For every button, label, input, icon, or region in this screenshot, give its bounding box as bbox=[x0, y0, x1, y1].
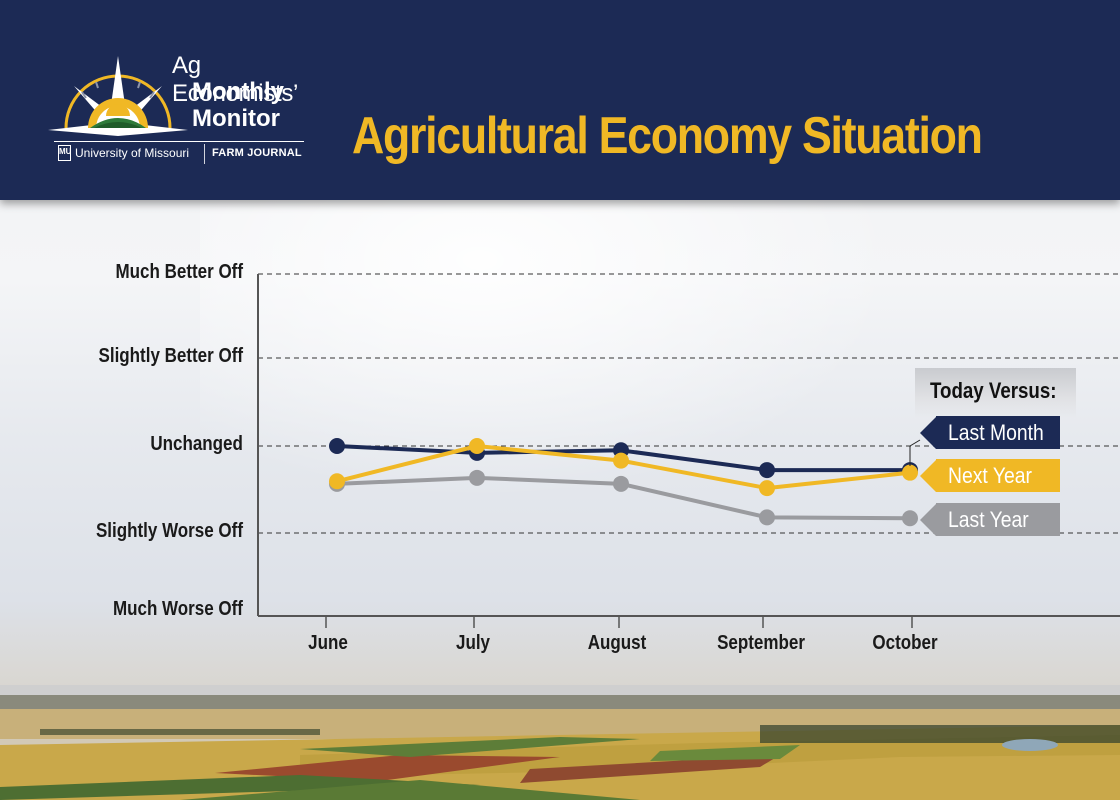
legend-item-last-month: Last Month bbox=[920, 416, 1060, 449]
legend-item-next-year: Next Year bbox=[920, 459, 1060, 492]
leader-line bbox=[909, 439, 921, 466]
series-layer bbox=[329, 438, 918, 527]
university-of-missouri-mark: MU University of Missouri bbox=[58, 145, 189, 161]
x-tick-label: October bbox=[872, 632, 938, 654]
axes bbox=[257, 274, 1120, 617]
x-tick-label: July bbox=[455, 632, 491, 654]
data-point bbox=[759, 480, 775, 497]
tag-arrow-icon bbox=[920, 459, 936, 492]
compass-sun-icon bbox=[48, 56, 188, 136]
partner-separator bbox=[204, 144, 205, 164]
data-point bbox=[759, 509, 775, 526]
legend-label: Next Year bbox=[948, 463, 1032, 488]
legend-title-box: Today Versus: bbox=[915, 368, 1076, 418]
y-tick-label: Much Worse Off bbox=[112, 598, 243, 620]
x-ticks bbox=[325, 616, 913, 628]
data-point bbox=[759, 462, 775, 479]
data-point bbox=[613, 452, 629, 469]
x-tick-label: September bbox=[717, 632, 805, 654]
y-tick-label: Slightly Better Off bbox=[98, 345, 243, 367]
data-point bbox=[902, 464, 918, 481]
data-point bbox=[902, 510, 918, 527]
header-banner: Ag Economists’ Monthly Monitor MU Univer… bbox=[0, 0, 1120, 200]
x-tick-label: June bbox=[308, 632, 348, 654]
y-tick-label: Slightly Worse Off bbox=[95, 520, 243, 542]
x-tick-label: August bbox=[587, 632, 647, 654]
logo-line1: Ag Economists’ bbox=[172, 52, 299, 107]
legend-label: Last Month bbox=[948, 420, 1044, 445]
monthly-monitor-logo: Ag Economists’ Monthly Monitor MU Univer… bbox=[44, 52, 324, 172]
legend-item-last-year: Last Year bbox=[920, 503, 1060, 536]
logo-line3: Monitor bbox=[192, 105, 280, 132]
partner-farm-journal: FARM JOURNAL bbox=[212, 147, 302, 159]
data-point bbox=[613, 475, 629, 492]
y-tick-label: Much Better Off bbox=[115, 261, 244, 283]
tag-arrow-icon bbox=[920, 503, 936, 536]
data-point bbox=[469, 438, 485, 454]
partner-university: University of Missouri bbox=[75, 146, 190, 160]
series-next-year bbox=[329, 438, 918, 497]
mu-shield-icon: MU bbox=[58, 145, 71, 161]
series-last-year bbox=[329, 469, 918, 527]
legend-label: Last Year bbox=[948, 507, 1029, 532]
data-point bbox=[329, 438, 345, 454]
tag-arrow-icon bbox=[920, 416, 936, 449]
legend-title: Today Versus: bbox=[930, 378, 1057, 403]
farmland-photo bbox=[0, 685, 1120, 800]
page-title: Agricultural Economy Situation bbox=[352, 107, 983, 165]
data-point bbox=[469, 469, 485, 486]
logo-line2: Monthly bbox=[192, 78, 284, 105]
logo-divider bbox=[54, 141, 304, 142]
data-point bbox=[329, 473, 345, 490]
y-tick-label: Unchanged bbox=[150, 433, 243, 455]
